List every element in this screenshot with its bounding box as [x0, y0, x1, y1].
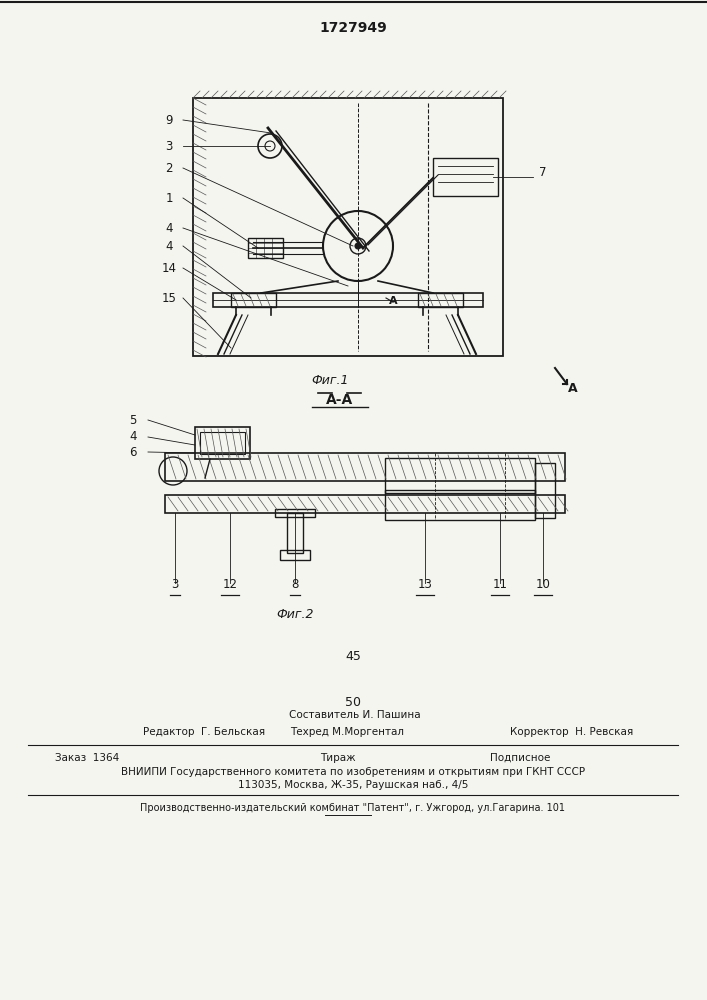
Text: Редактор  Г. Бельская: Редактор Г. Бельская: [143, 727, 265, 737]
Bar: [248, 238, 283, 258]
Text: А-А: А-А: [327, 393, 354, 407]
Circle shape: [355, 243, 361, 249]
Bar: [535, 463, 555, 518]
Text: 15: 15: [162, 292, 177, 304]
Text: 3: 3: [165, 139, 173, 152]
Text: ВНИИПИ Государственного комитета по изобретениям и открытиям при ГКНТ СССР: ВНИИПИ Государственного комитета по изоб…: [121, 767, 585, 777]
Bar: [213, 293, 483, 307]
Text: Фиг.1: Фиг.1: [311, 374, 349, 387]
Text: 3: 3: [171, 578, 179, 591]
Text: 2: 2: [165, 161, 173, 174]
Text: Заказ  1364: Заказ 1364: [55, 753, 119, 763]
Bar: [165, 453, 565, 481]
Text: 4: 4: [165, 239, 173, 252]
Text: Фиг.2: Фиг.2: [276, 608, 314, 621]
Bar: [385, 490, 535, 520]
Text: 9: 9: [165, 113, 173, 126]
Text: 11: 11: [493, 578, 508, 591]
Text: 8: 8: [291, 578, 298, 591]
Text: Тираж: Тираж: [320, 753, 356, 763]
Text: 50: 50: [345, 696, 361, 710]
Text: Корректор  Н. Ревская: Корректор Н. Ревская: [510, 727, 633, 737]
Text: Производственно-издательский комбинат "Патент", г. Ужгород, ул.Гагарина. 101: Производственно-издательский комбинат "П…: [141, 803, 566, 813]
Text: 5: 5: [129, 414, 136, 426]
Text: 12: 12: [223, 578, 238, 591]
Bar: [280, 550, 310, 560]
Text: Техред М.Моргентал: Техред М.Моргентал: [290, 727, 404, 737]
Bar: [275, 509, 315, 517]
Text: 1: 1: [165, 192, 173, 205]
Text: Составитель И. Пашина: Составитель И. Пашина: [289, 710, 421, 720]
Text: A: A: [389, 296, 397, 306]
Bar: [385, 458, 535, 493]
Bar: [195, 427, 250, 459]
Bar: [433, 158, 498, 196]
Bar: [165, 495, 565, 513]
Text: 1727949: 1727949: [319, 21, 387, 35]
Bar: [418, 293, 463, 307]
Text: 7: 7: [539, 166, 547, 180]
Text: 14: 14: [161, 261, 177, 274]
Text: 45: 45: [345, 650, 361, 662]
Text: 4: 4: [129, 430, 136, 444]
Text: 6: 6: [129, 446, 136, 458]
Text: 113035, Москва, Ж-35, Раушская наб., 4/5: 113035, Москва, Ж-35, Раушская наб., 4/5: [238, 780, 468, 790]
Text: A: A: [568, 381, 578, 394]
Bar: [193, 98, 503, 356]
Text: 4: 4: [165, 222, 173, 234]
Bar: [231, 293, 276, 307]
Bar: [200, 432, 245, 454]
Bar: [287, 513, 303, 553]
Text: 13: 13: [418, 578, 433, 591]
Text: Подписное: Подписное: [490, 753, 550, 763]
Text: 10: 10: [536, 578, 551, 591]
